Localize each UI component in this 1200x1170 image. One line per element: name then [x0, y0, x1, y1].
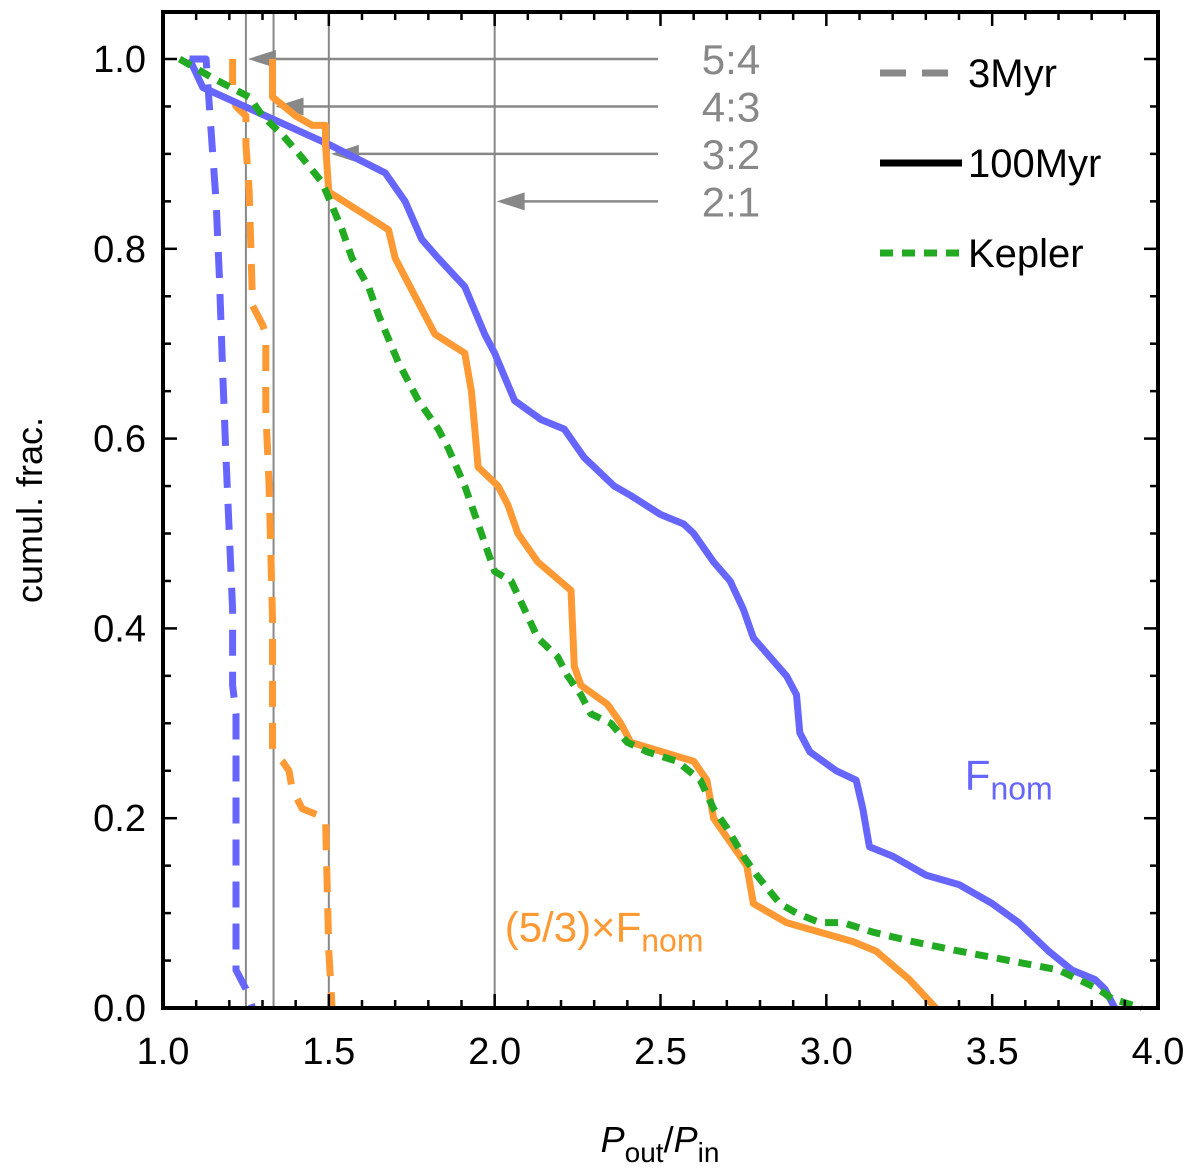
resonance-arrow-head [247, 50, 276, 68]
series-line-kepler [177, 55, 1143, 1012]
legend-label: 100Myr [968, 142, 1101, 186]
y-tick-label: 0.0 [93, 988, 146, 1030]
legend-label: Kepler [968, 232, 1084, 276]
resonance-label: 5:4 [702, 36, 760, 83]
resonance-arrow-head [496, 192, 525, 211]
series-line-3myr [189, 55, 256, 1010]
x-tick-label: 3.0 [800, 1031, 853, 1073]
x-axis-title: Pout/Pin [601, 1119, 720, 1168]
y-axis-title: cumul. frac. [9, 417, 50, 603]
resonance-label: 4:3 [702, 83, 760, 130]
x-tick-label: 4.0 [1132, 1031, 1185, 1073]
legend: 3Myr 100Myr Kepler [880, 52, 1101, 276]
y-tick-label: 0.8 [93, 229, 146, 271]
series-line-100myr [186, 57, 1118, 1010]
resonance-label: 2:1 [702, 178, 760, 225]
series-line-3myr [229, 59, 336, 1009]
x-tick-label: 1.0 [137, 1031, 190, 1073]
plot-area: 5:44:33:22:1 [177, 12, 1143, 1012]
x-tick-label: 1.5 [302, 1031, 355, 1073]
x-tick-label: 2.5 [634, 1031, 687, 1073]
series-annotation: Fnom [965, 752, 1053, 807]
axis-labels: 1.0 1.5 2.0 2.5 3.0 3.5 4.0 0.0 0.2 0.4 0.6 0.8 1.0 c… [9, 39, 1184, 1168]
resonance-label: 3:2 [702, 131, 760, 178]
legend-label: 3Myr [968, 52, 1057, 96]
x-tick-label: 3.5 [966, 1031, 1019, 1073]
x-tick-label: 2.0 [468, 1031, 521, 1073]
y-tick-label: 0.4 [93, 608, 146, 650]
y-tick-label: 1.0 [93, 39, 146, 81]
annotations: Fnom (5/3)×Fnom [505, 752, 1053, 959]
y-tick-label: 0.2 [93, 798, 146, 840]
y-tick-label: 0.6 [93, 419, 146, 461]
axis-ticks [161, 12, 1160, 1010]
series-annotation: (5/3)×Fnom [505, 904, 704, 959]
